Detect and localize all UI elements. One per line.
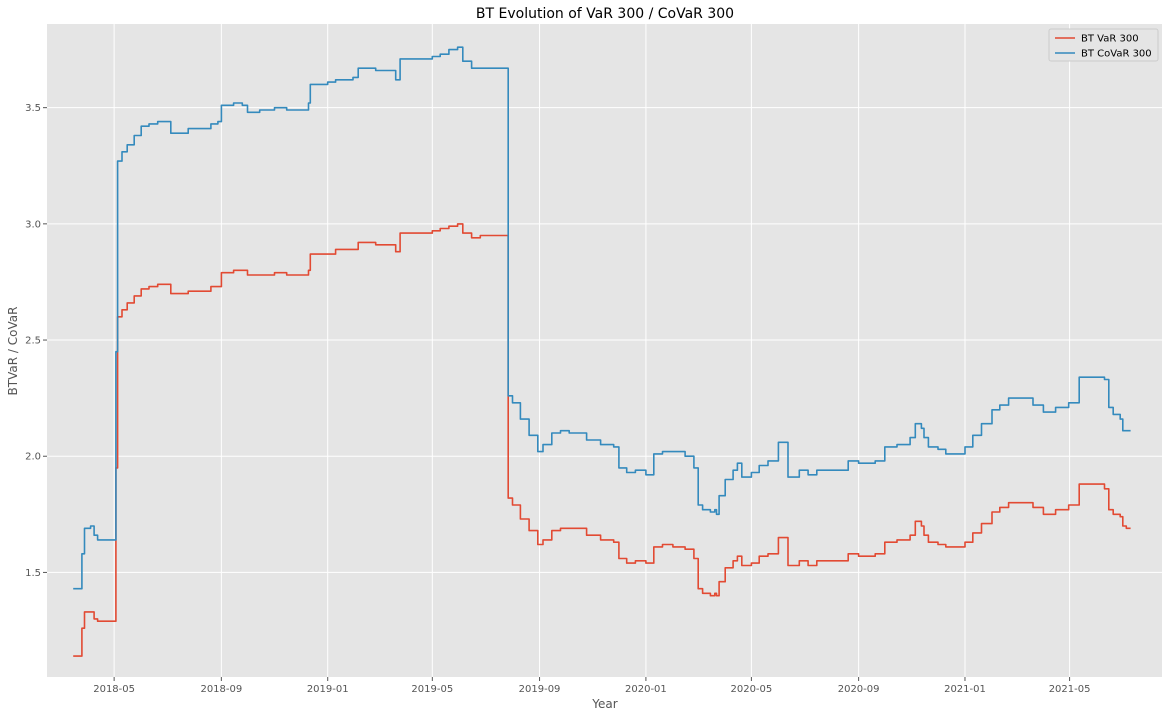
legend-box: [1048, 28, 1159, 62]
y-tick-label: 2.0: [25, 452, 41, 463]
x-tick-label: 2021-05: [1049, 684, 1091, 695]
chart-title: BT Evolution of VaR 300 / CoVaR 300: [476, 6, 734, 22]
x-tick-label: 2021-01: [944, 684, 986, 695]
x-tick-label: 2018-05: [93, 684, 135, 695]
series-lines: [73, 46, 1131, 657]
y-tick-label: 2.5: [25, 336, 41, 347]
plot-area: [47, 24, 1162, 677]
x-tick-label: 2019-01: [307, 684, 349, 695]
legend: BT VaR 300 BT CoVaR 300: [1048, 28, 1159, 62]
x-tick-label: 2020-05: [730, 684, 772, 695]
series-line-covar: [73, 46, 1131, 590]
y-axis-label: BTVaR / CoVaR: [6, 307, 20, 396]
x-tick-label: 2020-09: [838, 684, 880, 695]
y-tick-label: 3.5: [25, 103, 41, 114]
x-tick-label: 2020-01: [625, 684, 667, 695]
x-axis-ticks: 2018-05 2018-09 2019-01 2019-05 2019-09 2020-…: [93, 677, 1090, 695]
grid-lines: [47, 24, 1162, 677]
x-tick-label: 2019-05: [411, 684, 453, 695]
legend-label-covar: BT CoVaR 300: [1081, 49, 1152, 60]
x-tick-label: 2018-09: [200, 684, 242, 695]
y-tick-label: 1.5: [25, 568, 41, 579]
legend-label-var: BT VaR 300: [1081, 34, 1139, 45]
x-axis-label: Year: [591, 697, 617, 711]
x-tick-label: 2019-09: [519, 684, 561, 695]
y-axis-ticks: 1.5 2.0 2.5 3.0 3.5: [25, 103, 47, 579]
y-tick-label: 3.0: [25, 219, 41, 230]
series-line-var: [73, 223, 1131, 657]
